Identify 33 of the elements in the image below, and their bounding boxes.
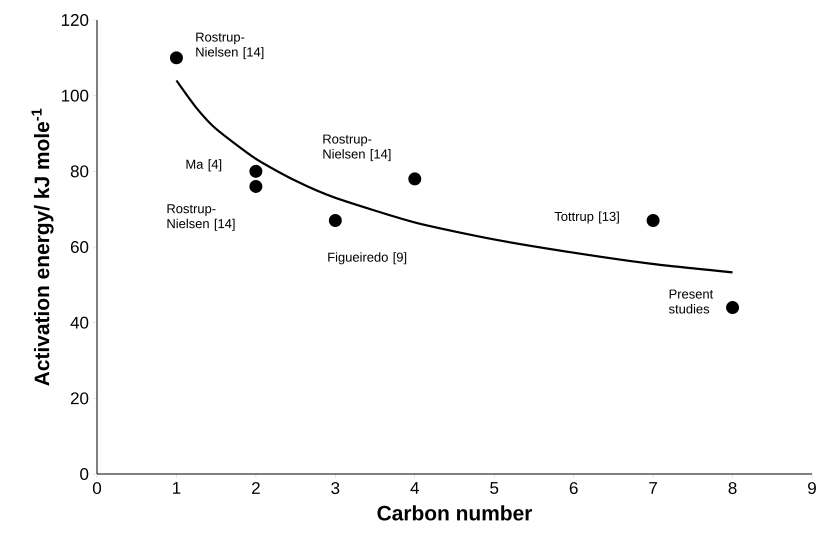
y-tick-label: 80 bbox=[70, 165, 88, 178]
point bbox=[249, 180, 262, 193]
annotation: Figueiredo [9] bbox=[328, 252, 406, 264]
y-tick-label: 20 bbox=[70, 392, 88, 404]
annotation: Ma [4] bbox=[186, 159, 222, 172]
x-tick-label: 7 bbox=[649, 482, 657, 494]
annotation: Present studies bbox=[668, 290, 714, 314]
y-tick-label: 100 bbox=[62, 90, 88, 102]
x-tick-label: 4 bbox=[410, 482, 419, 494]
x-tick-label: 8 bbox=[728, 482, 737, 494]
x-axis-title: Carbon number bbox=[377, 505, 532, 521]
y-tick-label: 0 bbox=[80, 468, 88, 480]
x-tick-label: 9 bbox=[808, 482, 816, 494]
annotation: Rostrup-Nielsen [14] bbox=[167, 204, 235, 231]
point bbox=[408, 172, 422, 186]
x-tick-label: 2 bbox=[252, 482, 260, 494]
point bbox=[249, 164, 262, 178]
y-tick-label: 40 bbox=[70, 316, 88, 329]
point bbox=[170, 51, 183, 64]
annotation: Tottrup [13] bbox=[554, 211, 619, 224]
annotation: Rostrup-Nielsen [14] bbox=[323, 134, 390, 162]
y-axis-title: Activation energy/ kJ mole$^{-1}$ bbox=[32, 108, 54, 386]
x-tick-label: 1 bbox=[173, 482, 180, 494]
annotation: Rostrup-Nielsen [14] bbox=[196, 32, 264, 60]
point bbox=[646, 214, 660, 227]
x-tick-label: 6 bbox=[570, 482, 578, 494]
x-tick-label: 0 bbox=[92, 482, 102, 494]
y-tick-label: 120 bbox=[62, 14, 88, 26]
x-tick-label: 3 bbox=[331, 482, 340, 494]
x-tick-label: 5 bbox=[490, 482, 498, 494]
point bbox=[726, 301, 740, 314]
y-tick-label: 60 bbox=[70, 241, 88, 253]
point bbox=[328, 214, 342, 227]
